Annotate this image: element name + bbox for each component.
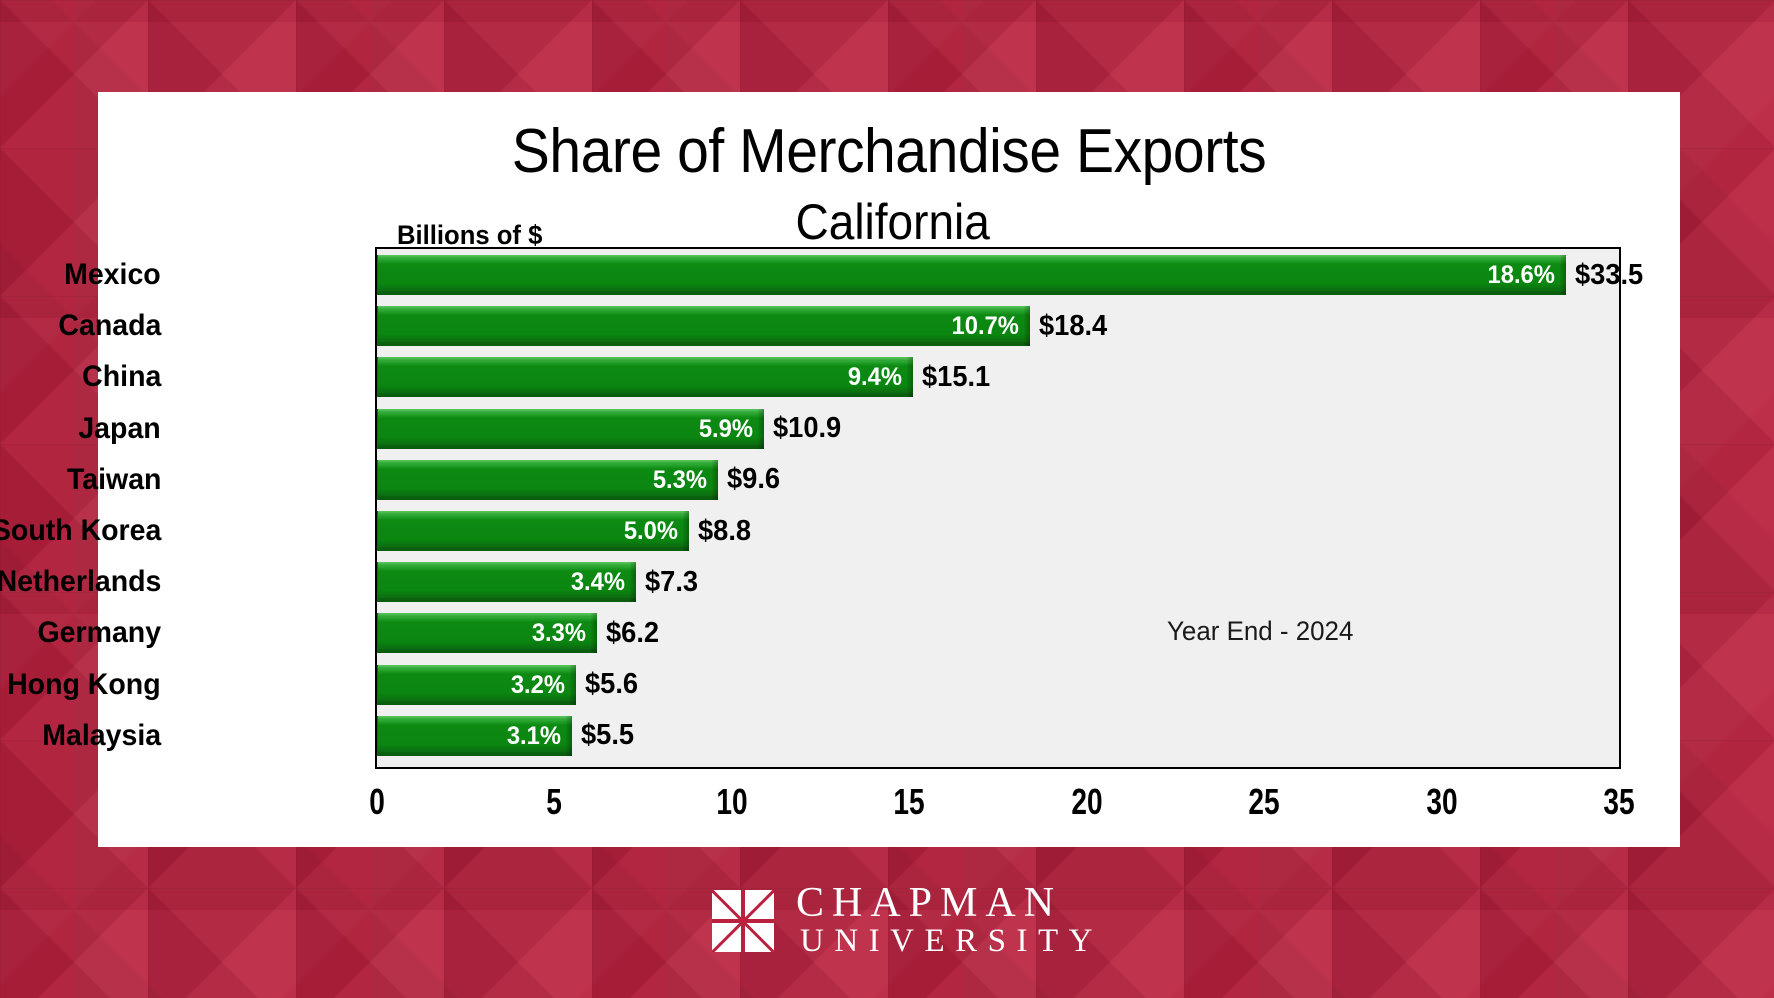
chart-annotation: Year End - 2024 bbox=[1167, 616, 1354, 646]
bar-value-label: $15.1 bbox=[921, 360, 991, 393]
x-tick-35: 35 bbox=[1603, 781, 1635, 822]
bar-row: 5.9% $10.9 bbox=[377, 408, 845, 449]
bar-share-label: 3.1% bbox=[507, 721, 562, 750]
x-tick-30: 30 bbox=[1425, 781, 1458, 822]
category-label-taiwan: Taiwan bbox=[66, 462, 161, 496]
bar-netherlands: 3.4% bbox=[377, 562, 637, 603]
bar-share-label: 5.9% bbox=[698, 414, 753, 443]
bar-end-bevel bbox=[630, 562, 637, 603]
bar-share-label: 9.4% bbox=[847, 363, 902, 392]
bar-row: 3.3% $6.2 bbox=[377, 613, 662, 654]
bar-row: 18.6% $33.5 bbox=[377, 255, 1647, 295]
bar-mexico: 18.6% bbox=[377, 255, 1566, 295]
page-title: Share of Merchandise Exports bbox=[511, 117, 1267, 186]
category-label-netherlands: Netherlands bbox=[0, 565, 161, 599]
x-tick-25: 25 bbox=[1248, 781, 1280, 822]
bar-share-label: 3.3% bbox=[531, 619, 586, 648]
category-label-japan: Japan bbox=[78, 411, 161, 445]
bar-taiwan: 5.3% bbox=[377, 459, 718, 500]
x-tick-0: 0 bbox=[369, 781, 385, 822]
bar-value-label: $5.6 bbox=[584, 668, 638, 701]
bar-share-label: 10.7% bbox=[951, 312, 1019, 341]
bar-end-bevel bbox=[757, 408, 764, 449]
axis-unit-label: Billions of $ bbox=[397, 220, 543, 250]
bar-japan: 5.9% bbox=[377, 408, 764, 449]
bar-value-label: $9.6 bbox=[726, 463, 780, 496]
category-label-germany: Germany bbox=[37, 616, 161, 650]
bar-end-bevel bbox=[1023, 306, 1030, 347]
x-tick-20: 20 bbox=[1071, 781, 1103, 822]
horizontal-divider bbox=[712, 919, 774, 923]
bar-value-label: $33.5 bbox=[1574, 258, 1643, 291]
bar-value-label: $18.4 bbox=[1038, 309, 1108, 342]
bar-value-label: $8.8 bbox=[698, 514, 752, 547]
bar-share-label: 5.3% bbox=[652, 465, 707, 494]
bar-row: 3.1% $5.5 bbox=[377, 715, 638, 756]
bar-end-bevel bbox=[566, 715, 573, 756]
bar-hong-kong: 3.2% bbox=[377, 664, 576, 705]
bar-share-label: 3.2% bbox=[510, 670, 565, 699]
page-subtitle: California bbox=[795, 194, 990, 250]
category-label-south-korea: South Korea bbox=[0, 514, 161, 547]
category-label-canada: Canada bbox=[58, 309, 161, 343]
x-tick-15: 15 bbox=[893, 781, 925, 822]
bar-row: 10.7% $18.4 bbox=[377, 306, 1112, 347]
chart-card: Share of Merchandise Exports California … bbox=[0, 92, 1680, 847]
bar-end-bevel bbox=[569, 664, 576, 705]
bar-value-label: $6.2 bbox=[606, 616, 660, 649]
bar-china: 9.4% bbox=[377, 357, 913, 398]
bar-end-bevel bbox=[711, 459, 718, 500]
category-label-china: China bbox=[81, 360, 161, 394]
logo-line-university: UNIVERSITY bbox=[800, 923, 1103, 960]
bar-row: 3.2% $5.6 bbox=[377, 664, 641, 705]
bar-value-label: $7.3 bbox=[645, 565, 699, 598]
bar-end-bevel bbox=[683, 511, 690, 551]
chapman-university-logo: CHAPMAN UNIVERSITY bbox=[712, 882, 1103, 960]
category-label-hong-kong: Hong Kong bbox=[7, 667, 161, 701]
bars-layer: 18.6% $33.5 10.7% $18.4 9.4% $15.1 5.9% $10.9 5.… bbox=[377, 249, 1643, 767]
category-label-malaysia: Malaysia bbox=[42, 718, 161, 752]
bar-value-label: $5.5 bbox=[581, 719, 635, 752]
bar-canada: 10.7% bbox=[377, 306, 1030, 347]
plot-area: 18.6% $33.5 10.7% $18.4 9.4% $15.1 5.9% $10.9 5.… bbox=[375, 247, 1643, 769]
category-label-mexico: Mexico bbox=[64, 258, 161, 291]
bar-end-bevel bbox=[591, 613, 597, 654]
logo-wordmark: CHAPMAN UNIVERSITY bbox=[796, 880, 1103, 960]
bar-row: 5.0% $8.8 bbox=[377, 511, 755, 551]
bar-south-korea: 5.0% bbox=[377, 511, 690, 551]
bar-malaysia: 3.1% bbox=[377, 715, 573, 756]
bar-germany: 3.3% bbox=[377, 613, 597, 654]
bar-value-label: $10.9 bbox=[772, 412, 842, 445]
bar-row: 9.4% $15.1 bbox=[377, 357, 994, 398]
logo-line-chapman: CHAPMAN bbox=[796, 880, 1063, 927]
bar-end-bevel bbox=[906, 357, 913, 398]
chapman-pinwheel-icon bbox=[712, 890, 774, 952]
x-tick-5: 5 bbox=[546, 781, 563, 822]
x-tick-10: 10 bbox=[716, 781, 748, 822]
bar-share-label: 18.6% bbox=[1487, 261, 1555, 289]
bar-row: 3.4% $7.3 bbox=[377, 562, 701, 603]
bar-share-label: 5.0% bbox=[624, 517, 679, 545]
bar-row: 5.3% $9.6 bbox=[377, 459, 783, 500]
bar-share-label: 3.4% bbox=[570, 568, 626, 597]
bar-end-bevel bbox=[1559, 255, 1566, 295]
